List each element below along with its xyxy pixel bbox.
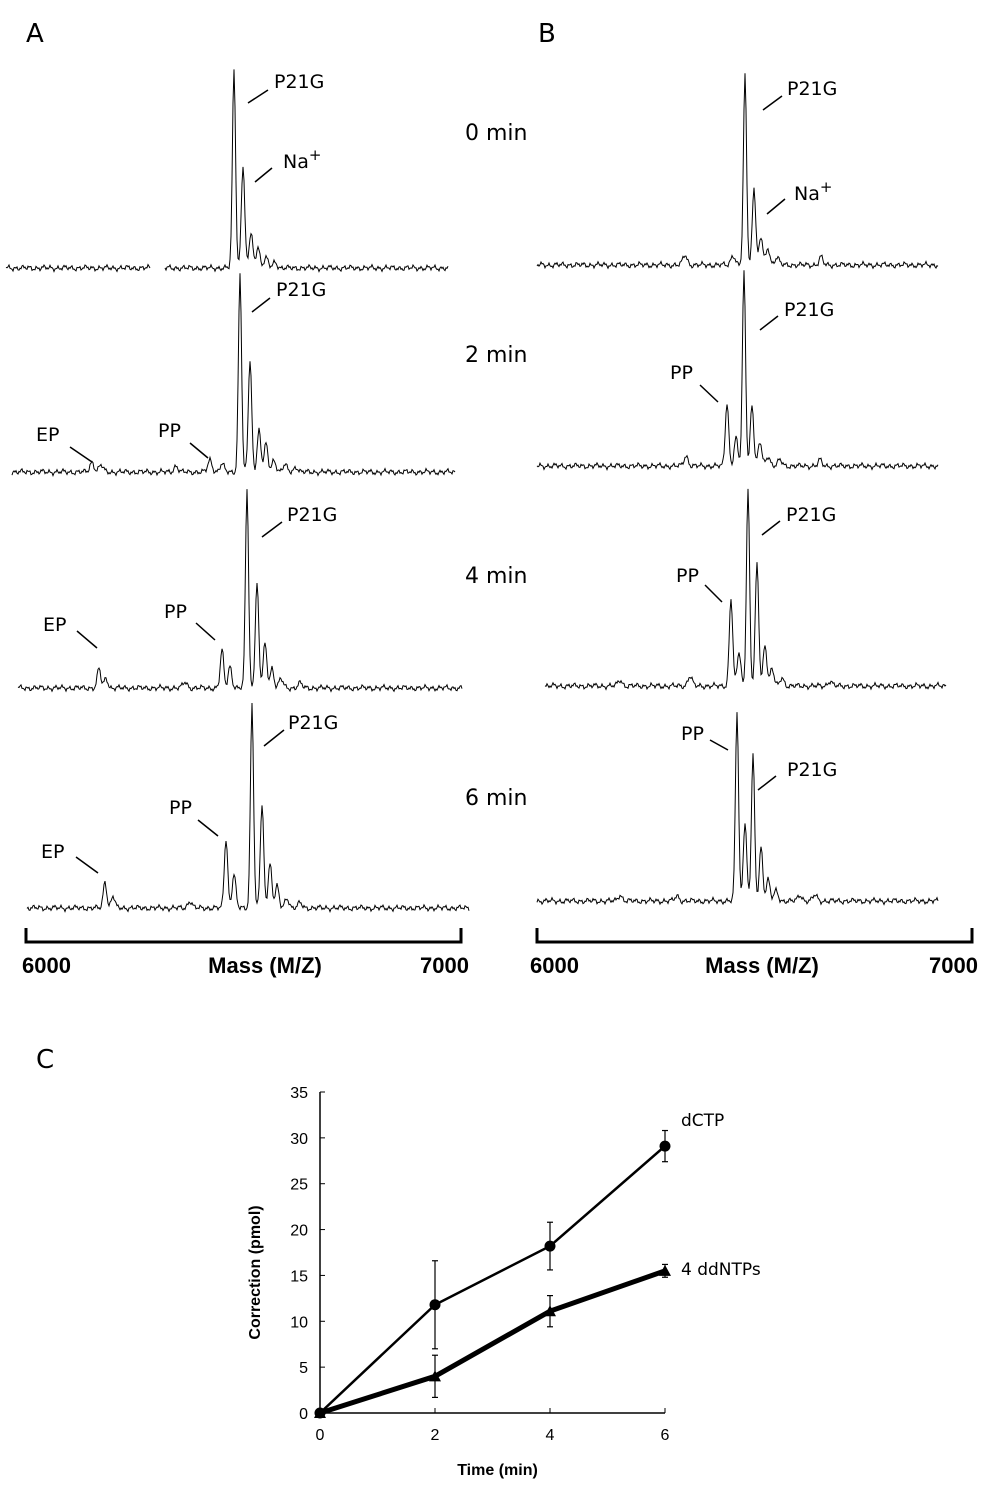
series-label: 4 ddNTPs (681, 1260, 761, 1280)
peak-label-ep: EP (36, 424, 59, 446)
leader-line (254, 167, 273, 183)
y-tick-label: 15 (290, 1268, 308, 1285)
y-tick-label: 35 (290, 1085, 308, 1102)
mass-axis-bar (24, 928, 463, 944)
y-axis-title: Correction (pmol) (247, 1205, 264, 1339)
spectrum-trace (26, 702, 470, 914)
peak-label-p21g: P21G (288, 712, 338, 734)
leader-line (189, 442, 209, 459)
mass-axis-title: Mass (M/Z) (705, 953, 819, 978)
leader-line (699, 384, 719, 403)
series-line (319, 1145, 666, 1414)
x-tick-label: 2 (431, 1427, 440, 1444)
peak-label-ep: EP (41, 841, 64, 863)
x-tick-label: 4 (546, 1427, 555, 1444)
spectrum-trace (11, 273, 456, 478)
leader-line (263, 729, 285, 747)
leader-line (757, 775, 777, 791)
x-axis-title: Time (min) (457, 1462, 538, 1479)
y-tick-label: 0 (299, 1406, 308, 1423)
leader-line (759, 315, 779, 331)
panel-letter-b: B (538, 19, 556, 49)
leader-line (261, 521, 283, 538)
leader-line (195, 622, 216, 641)
peak-label-p21g: P21G (786, 504, 836, 526)
mass-axis-min-label: 6000 (22, 953, 71, 978)
mass-axis-min-label: 6000 (530, 953, 579, 978)
peak-label-pp: PP (681, 723, 704, 745)
spectrum-trace (536, 73, 939, 270)
data-point (544, 1240, 556, 1252)
data-point (544, 1305, 556, 1317)
y-tick-label: 20 (290, 1223, 308, 1240)
panel-letter-c: C (36, 1045, 54, 1075)
svg-text:Na+: Na+ (794, 178, 832, 205)
leader-line (76, 630, 98, 649)
data-point (429, 1370, 441, 1382)
peak-label-ep: EP (43, 614, 66, 636)
na-label-text: Na (283, 151, 309, 173)
time-label-6: 6 min (465, 786, 527, 811)
panel-a-mass-axis (24, 928, 463, 944)
leader-line (709, 739, 729, 751)
leader-line (75, 856, 99, 874)
data-point (659, 1140, 671, 1152)
spectra-group (5, 69, 947, 914)
superscript-plus: + (820, 178, 833, 196)
mass-axis-title: Mass (M/Z) (208, 953, 322, 978)
leader-line (247, 89, 269, 104)
time-label-0: 0 min (465, 121, 527, 146)
y-tick-label: 25 (290, 1177, 308, 1194)
peak-label-pp: PP (164, 601, 187, 623)
peak-label-p21g: P21G (787, 78, 837, 100)
mass-axis-max-label: 7000 (929, 953, 978, 978)
leader-line (251, 297, 271, 313)
panel-letter-a: A (26, 19, 44, 49)
peak-label-pp: PP (169, 797, 192, 819)
data-point (429, 1299, 441, 1311)
leader-line (704, 584, 723, 603)
y-tick-label: 30 (290, 1131, 308, 1148)
peak-label-p21g: P21G (287, 504, 337, 526)
series-label: dCTP (681, 1111, 724, 1131)
y-tick-label: 10 (290, 1314, 308, 1331)
time-label-2: 2 min (465, 343, 527, 368)
peak-label-p21g: P21G (784, 299, 834, 321)
mass-axis-bar (535, 928, 974, 944)
x-tick-label: 0 (316, 1427, 325, 1444)
data-point (314, 1407, 326, 1418)
spectrum-trace (536, 712, 939, 906)
x-tick-label: 6 (661, 1427, 670, 1444)
panel-a-leaders (69, 89, 285, 874)
peak-label-p21g: P21G (787, 759, 837, 781)
spectrum-trace (5, 69, 449, 273)
correction-chart: 0 5 10 15 20 25 30 35 0 2 4 6 Time (min) Correction (… (247, 1085, 761, 1479)
mass-axis-max-label: 7000 (420, 953, 469, 978)
panel-b-leaders (699, 95, 786, 791)
peak-label-p21g: P21G (274, 71, 324, 93)
leader-line (197, 819, 219, 837)
peak-label-pp: PP (158, 420, 181, 442)
svg-text:Na+: Na+ (283, 146, 321, 173)
peak-label-p21g: P21G (276, 279, 326, 301)
superscript-plus: + (309, 146, 322, 164)
peak-label-pp: PP (670, 362, 693, 384)
peak-label-na: Na+ (794, 178, 832, 205)
leader-line (766, 198, 786, 215)
leader-line (762, 95, 783, 111)
na-label-text: Na (794, 183, 820, 205)
data-point (659, 1264, 671, 1276)
spectrum-trace (17, 489, 463, 693)
spectrum-trace (536, 270, 939, 472)
peak-label-pp: PP (676, 565, 699, 587)
y-tick-label: 5 (299, 1360, 308, 1377)
leader-line (761, 520, 781, 536)
peak-label-na: Na+ (283, 146, 321, 173)
spectrum-trace (544, 488, 947, 691)
panel-b-mass-axis (535, 928, 974, 944)
time-label-4: 4 min (465, 564, 527, 589)
leader-line (69, 446, 93, 463)
series-line (319, 1268, 666, 1416)
